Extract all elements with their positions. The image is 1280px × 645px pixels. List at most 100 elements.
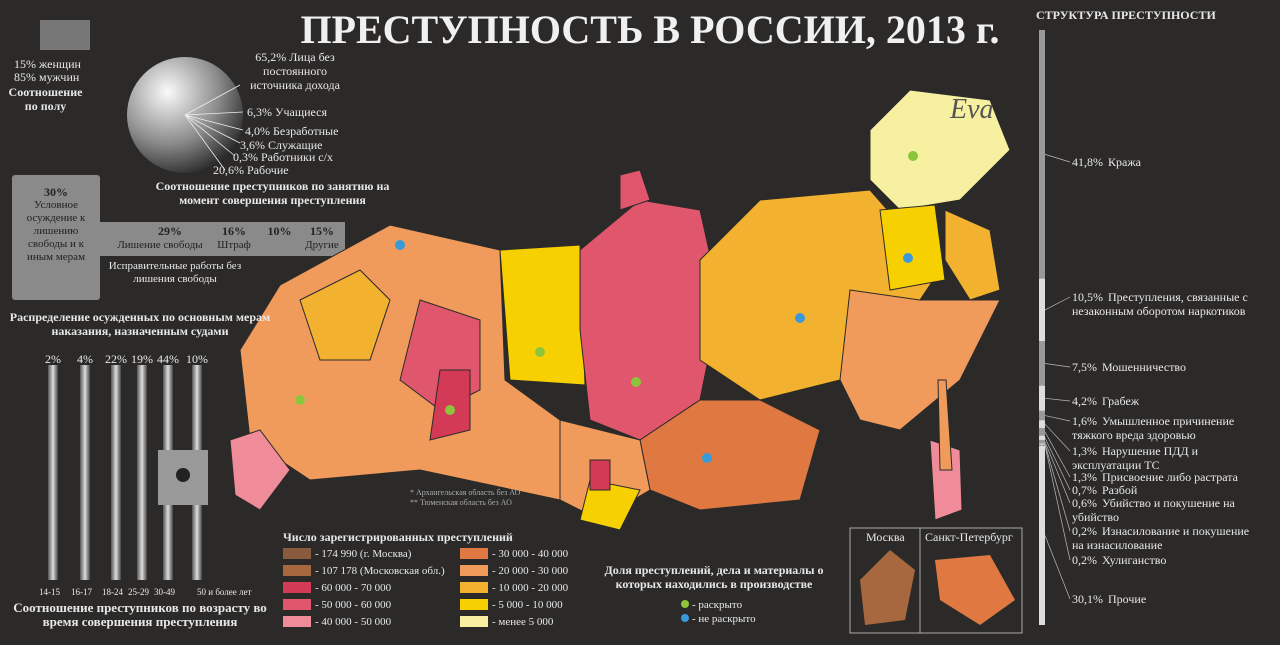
structure-percent: 7,5% [1072,360,1097,374]
occupation-label: 3,6% Служащие [240,138,323,152]
legend-swatch [460,599,488,610]
age-label: 14-15 [39,587,60,597]
legend-label: - 30 000 - 40 000 [492,548,569,560]
structure-leader [1044,296,1071,311]
age-label: 30-49 [154,587,175,597]
handcuff [40,20,90,50]
structure-segment [1039,341,1045,386]
structure-leader [1044,444,1071,532]
age-percent: 4% [77,352,93,366]
punishment-label: Лишение свободы [117,239,203,251]
legend-swatch [283,582,311,593]
age-percent: 44% [157,352,179,366]
structure-segment [1039,420,1045,429]
structure-percent: 0,2% [1072,524,1097,538]
legend-swatch [460,582,488,593]
watermark: Eva [950,94,994,125]
age-percent: 22% [105,352,127,366]
structure-percent: 0,7% [1072,483,1097,497]
structure-segment [1039,443,1045,445]
legend-swatch [460,548,488,559]
structure-segment [1039,435,1045,440]
punishment-label: Другие [305,239,339,251]
structure-percent: 0,6% [1072,496,1097,510]
legend-swatch [283,616,311,627]
occupation-label: 4,0% Безработные [245,124,339,138]
age-percent: 2% [45,352,61,366]
structure-segment [1039,428,1045,436]
structure-title: СТРУКТУРА ПРЕСТУПНОСТИ [1036,8,1216,22]
structure-leader [1044,423,1071,452]
occupation-label: 65,2% Лица без постоянного источника дох… [250,50,340,92]
occupation-label: 6,3% Учащиеся [247,105,327,119]
unsolved-label: - не раскрыто [692,613,756,625]
legend-label: - 60 000 - 70 000 [315,582,392,594]
age-label: 18-24 [102,587,123,597]
structure-percent: 41,8% [1072,155,1103,169]
legend-swatch [283,548,311,559]
structure-leader [1044,441,1071,504]
punishment-label: Условное осуждение к лишению свободы и к… [26,199,86,263]
legend-swatch [460,565,488,576]
structure-name: Грабеж [1102,394,1140,408]
structure-leader [1044,445,1071,561]
structure-leader [1044,437,1071,491]
women-share: 15% женщин [14,57,81,71]
structure-segment [1039,30,1045,279]
legend-swatch [460,616,488,627]
age-label: 50 и более лет [197,587,252,597]
structure-leader [1044,431,1071,478]
legend [283,548,488,627]
punishment-percent: 30% [44,185,68,199]
structure-segment [1039,385,1045,411]
age-pillars [48,365,208,580]
legend-label: - 107 178 (Московская обл.) [315,565,445,577]
structure-segment [1039,444,1045,446]
age-caption: Соотношение преступников по возрасту во … [13,600,267,629]
structure-percent: 10,5% [1072,290,1103,304]
solved-label: - раскрыто [692,599,743,611]
structure-segment [1039,445,1045,625]
legend-label: - 10 000 - 20 000 [492,582,569,594]
punishment-percent: 15% [310,224,334,238]
legend-title: Число зарегистрированных преступлений [283,530,513,544]
legend-label: - 40 000 - 50 000 [315,616,392,628]
structure-name: Разбой [1102,483,1138,497]
gender-caption: Соотношение по полу [8,85,83,113]
age-label: 16-17 [71,587,92,597]
inset-title: Москва [866,530,905,544]
structure-rod [1039,30,1071,625]
structure-name: Присвоение либо растрата [1102,470,1238,484]
structure-percent: 4,2% [1072,394,1097,408]
structure-name: Изнасилование и покушение на изнасилован… [1072,524,1250,552]
age-percent: 10% [186,352,208,366]
legend-swatch [283,565,311,576]
legend-label: - 50 000 - 60 000 [315,599,392,611]
structure-segment [1039,278,1045,342]
age-percent: 19% [131,352,153,366]
russia-map [229,89,1011,531]
structure-percent: 30,1% [1072,592,1103,606]
occupation-leaders [184,84,244,171]
structure-leader [1044,363,1071,368]
structure-percent: 0,2% [1072,553,1097,567]
structure-leader [1044,415,1071,422]
structure-name: Кража [1108,155,1141,169]
age-label: 25-29 [128,587,149,597]
solved-pies [295,151,918,622]
legend-label: - менее 5 000 [492,616,554,628]
structure-name: Умышленное причинение тяжкого вреда здор… [1072,414,1235,442]
map-note: ** Тюменская область без АО [410,498,512,507]
structure-name: Убийство и покушение на убийство [1072,496,1235,524]
occupation-caption: Соотношение преступников по занятию на м… [155,179,390,207]
structure-leader [1044,154,1071,163]
legend-swatch [283,599,311,610]
structure-name: Хулиганство [1102,553,1167,567]
structure-leader [1044,397,1071,402]
structure-name: Преступления, связанные с незаконным обо… [1072,290,1248,318]
punishment-percent: 16% [222,224,246,238]
punishment-label: Штраф [217,239,251,251]
punishment-label: Исправительные работы без лишения свобод… [108,260,242,285]
